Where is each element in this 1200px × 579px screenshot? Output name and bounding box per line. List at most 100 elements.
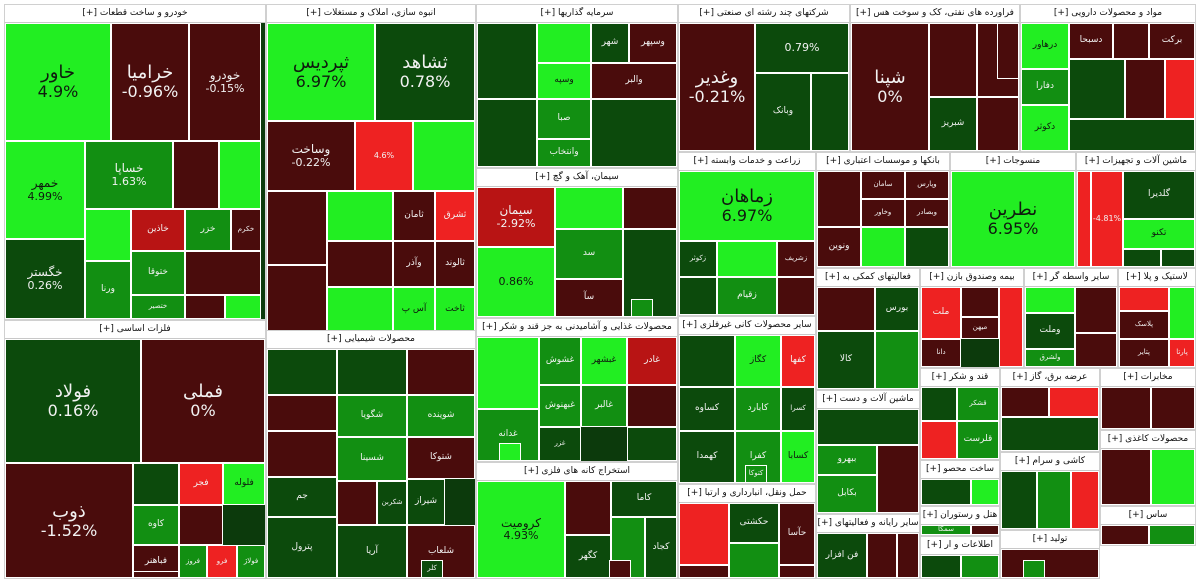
stock-tile[interactable]: فولاژ: [237, 545, 265, 578]
stock-tile[interactable]: کرومیت 4.93%: [477, 481, 565, 578]
stock-tile[interactable]: شپنا 0%: [851, 23, 929, 151]
stock-tile[interactable]: [997, 23, 1019, 79]
stock-tile[interactable]: سيمان -2.92%: [477, 187, 555, 247]
stock-tile[interactable]: ونوين: [817, 227, 861, 267]
stock-tile[interactable]: [1071, 471, 1099, 529]
stock-tile[interactable]: ثشاهد 0.78%: [375, 23, 475, 121]
stock-tile[interactable]: [1069, 119, 1195, 151]
stock-tile[interactable]: [225, 295, 261, 319]
sector-header[interactable]: هتل و رستوران [+]: [921, 507, 999, 525]
stock-tile[interactable]: [961, 287, 999, 317]
stock-tile[interactable]: [1101, 387, 1151, 429]
sector-header[interactable]: لاستیک و پلا [+]: [1119, 269, 1195, 287]
stock-tile[interactable]: [1077, 171, 1091, 267]
stock-tile[interactable]: ذوب -1.52%: [5, 463, 133, 578]
stock-tile[interactable]: [811, 73, 849, 151]
stock-tile[interactable]: [591, 99, 677, 167]
stock-tile[interactable]: شهر: [591, 23, 629, 63]
sector-header[interactable]: سایر رایانه و فعالیتهای [+]: [817, 515, 919, 533]
sector-header[interactable]: سایر محصولات کانی غیرفلزی [+]: [679, 317, 815, 335]
stock-tile[interactable]: [1123, 249, 1161, 267]
stock-tile[interactable]: وبصادر: [905, 199, 949, 227]
stock-tile[interactable]: [1001, 549, 1099, 578]
stock-tile[interactable]: دکوثر: [1021, 105, 1069, 151]
stock-tile[interactable]: [1161, 249, 1195, 267]
stock-tile[interactable]: غشوش: [539, 337, 581, 385]
stock-tile[interactable]: ثامان: [393, 191, 435, 241]
stock-tile[interactable]: [877, 445, 919, 513]
stock-tile[interactable]: غبهنوش: [539, 385, 581, 427]
stock-tile[interactable]: [861, 227, 905, 267]
stock-tile[interactable]: بكابل: [817, 475, 877, 513]
sector-header[interactable]: بیمه وصندوق بازن [+]: [921, 269, 1023, 287]
stock-tile[interactable]: ملت: [921, 287, 961, 339]
sector-header[interactable]: محصولات غذایی و آشامیدنی به جز قند و شکر…: [477, 319, 677, 337]
stock-tile[interactable]: [1025, 287, 1075, 313]
stock-tile[interactable]: دفارا: [1021, 69, 1069, 105]
stock-tile[interactable]: پترول: [267, 517, 337, 578]
stock-tile[interactable]: [971, 525, 999, 535]
stock-tile[interactable]: وبانک: [755, 73, 811, 151]
sector-header[interactable]: محصولات کاغذی [+]: [1101, 431, 1195, 449]
stock-tile[interactable]: پارتا: [1169, 339, 1195, 367]
stock-tile[interactable]: كفها: [781, 335, 815, 387]
stock-tile[interactable]: خكرم: [231, 209, 261, 251]
stock-tile[interactable]: غالبر: [581, 385, 627, 427]
sector-header[interactable]: سرمایه گذاریها [+]: [477, 5, 677, 23]
stock-tile[interactable]: كتوكا: [745, 465, 767, 483]
stock-tile[interactable]: خراميا -0.96%: [111, 23, 189, 141]
stock-tile[interactable]: ثشرق: [435, 191, 475, 241]
stock-tile[interactable]: [631, 299, 653, 317]
stock-tile[interactable]: [1001, 471, 1037, 529]
stock-tile[interactable]: وساخت -0.22%: [267, 121, 355, 191]
stock-tile[interactable]: زقيام: [717, 277, 777, 315]
stock-tile[interactable]: [921, 421, 957, 459]
sector-header[interactable]: ماشین آلات و دست [+]: [817, 391, 919, 409]
stock-tile[interactable]: [1075, 333, 1117, 367]
stock-tile[interactable]: [337, 349, 407, 395]
stock-tile[interactable]: [817, 171, 861, 227]
stock-tile[interactable]: ختصير: [131, 295, 185, 319]
stock-tile[interactable]: [219, 141, 261, 209]
stock-tile[interactable]: فلوله: [223, 463, 265, 505]
sector-header[interactable]: فلزات اساسی [+]: [5, 321, 265, 339]
sector-header[interactable]: عرضه برق، گاز [+]: [1001, 369, 1099, 387]
stock-tile[interactable]: زكوثر: [679, 241, 717, 277]
stock-tile[interactable]: 0.79%: [755, 23, 849, 73]
stock-tile[interactable]: [1165, 59, 1195, 119]
stock-tile[interactable]: [1049, 387, 1099, 417]
stock-tile[interactable]: [777, 277, 815, 315]
stock-tile[interactable]: شوينده: [407, 395, 475, 437]
stock-tile[interactable]: [627, 385, 677, 427]
stock-tile[interactable]: [875, 331, 919, 389]
stock-tile[interactable]: [1023, 560, 1045, 578]
stock-tile[interactable]: [1119, 287, 1169, 311]
stock-tile[interactable]: [337, 481, 377, 525]
stock-tile[interactable]: بورس: [875, 287, 919, 331]
stock-tile[interactable]: شبريز: [929, 97, 977, 151]
stock-tile[interactable]: ثالوند: [435, 241, 475, 287]
stock-tile[interactable]: [921, 479, 971, 505]
stock-tile[interactable]: گلدیرا: [1123, 171, 1195, 219]
stock-tile[interactable]: [1125, 59, 1165, 119]
stock-tile[interactable]: [173, 141, 219, 209]
stock-tile[interactable]: آس پ: [393, 287, 435, 333]
stock-tile[interactable]: خزر: [185, 209, 231, 251]
stock-tile[interactable]: 0.86%: [477, 247, 555, 317]
stock-tile[interactable]: سد: [555, 229, 623, 279]
sector-header[interactable]: انبوه سازی، املاک و مستغلات [+]: [267, 5, 475, 23]
stock-tile[interactable]: [729, 543, 779, 578]
sector-header[interactable]: منسوجات [+]: [951, 153, 1075, 171]
sector-header[interactable]: سایر واسطه گر [+]: [1025, 269, 1117, 287]
stock-tile[interactable]: [327, 191, 393, 241]
stock-tile[interactable]: حکشتی: [729, 503, 779, 543]
stock-tile[interactable]: شتوكا: [407, 437, 475, 479]
sector-header[interactable]: ساس [+]: [1101, 507, 1195, 525]
stock-tile[interactable]: غزر: [539, 427, 581, 461]
sector-header[interactable]: اطلاعات و ار [+]: [921, 537, 999, 555]
stock-tile[interactable]: كالا: [817, 331, 875, 389]
stock-tile[interactable]: ببهرو: [817, 445, 877, 475]
stock-tile[interactable]: [1101, 525, 1149, 545]
stock-tile[interactable]: [971, 479, 999, 505]
stock-tile[interactable]: [185, 295, 225, 319]
